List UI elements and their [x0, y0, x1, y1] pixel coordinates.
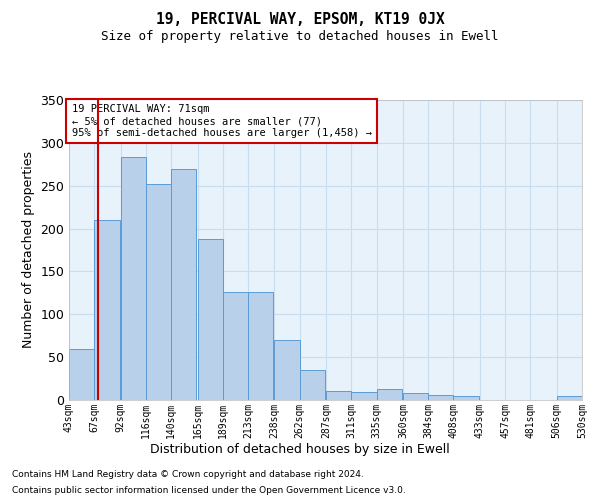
Bar	[403, 393, 428, 400]
Text: Distribution of detached houses by size in Ewell: Distribution of detached houses by size …	[150, 442, 450, 456]
Text: 19, PERCIVAL WAY, EPSOM, KT19 0JX: 19, PERCIVAL WAY, EPSOM, KT19 0JX	[155, 12, 445, 28]
Bar	[352, 392, 377, 400]
Bar	[454, 396, 479, 400]
Bar	[94, 220, 119, 400]
Bar	[121, 158, 146, 400]
Bar	[171, 168, 196, 400]
Bar	[274, 340, 299, 400]
Bar	[299, 370, 325, 400]
Bar	[197, 239, 223, 400]
Bar	[146, 184, 171, 400]
Text: 19 PERCIVAL WAY: 71sqm
← 5% of detached houses are smaller (77)
95% of semi-deta: 19 PERCIVAL WAY: 71sqm ← 5% of detached …	[71, 104, 371, 138]
Text: Contains HM Land Registry data © Crown copyright and database right 2024.: Contains HM Land Registry data © Crown c…	[12, 470, 364, 479]
Y-axis label: Number of detached properties: Number of detached properties	[22, 152, 35, 348]
Bar	[377, 389, 402, 400]
Bar	[326, 392, 352, 400]
Bar	[557, 396, 582, 400]
Bar	[248, 292, 274, 400]
Bar	[69, 348, 94, 400]
Text: Size of property relative to detached houses in Ewell: Size of property relative to detached ho…	[101, 30, 499, 43]
Bar	[223, 292, 248, 400]
Bar	[428, 395, 454, 400]
Text: Contains public sector information licensed under the Open Government Licence v3: Contains public sector information licen…	[12, 486, 406, 495]
